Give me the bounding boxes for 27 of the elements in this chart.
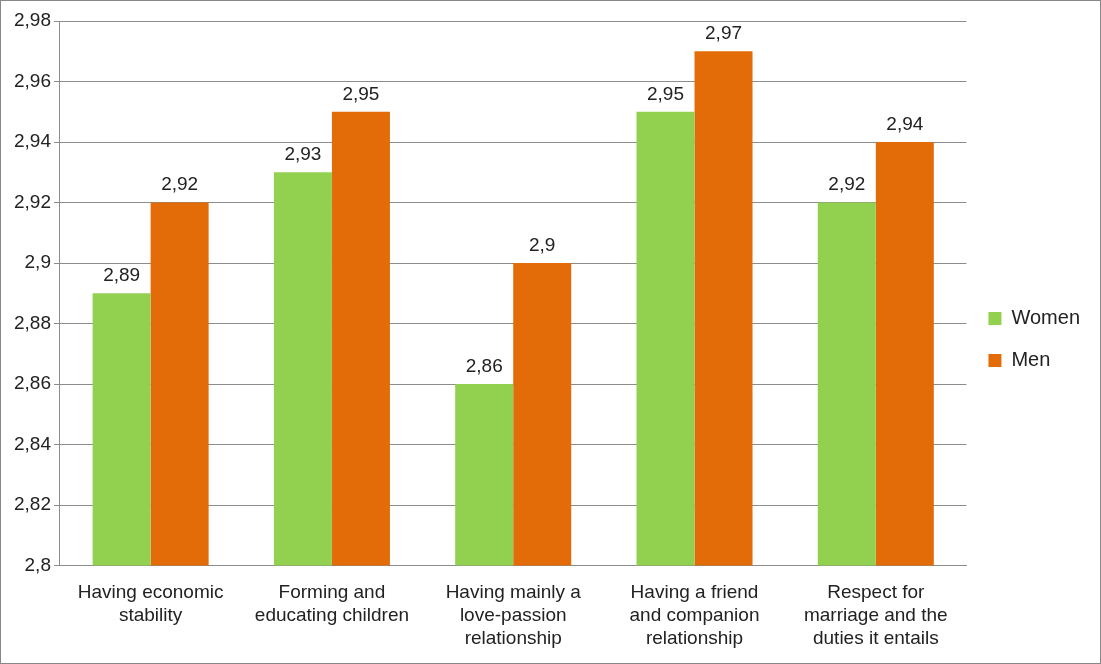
data-label: 2,97: [705, 21, 743, 43]
y-tick-label: 2,96: [14, 69, 51, 91]
legend-label: Women: [1011, 306, 1080, 329]
y-tick-label: 2,88: [14, 311, 51, 333]
y-tick-label: 2,9: [24, 251, 51, 273]
data-label: 2,92: [161, 173, 199, 195]
y-tick-label: 2,92: [14, 190, 51, 212]
data-label: 2,86: [465, 354, 503, 376]
legend-label: Men: [1011, 348, 1051, 371]
data-label: 2,94: [886, 112, 924, 134]
x-tick-label: Having economic stability: [77, 581, 224, 626]
y-tick-label: 2,98: [14, 9, 51, 31]
x-tick-label: Forming and educating children: [254, 581, 410, 626]
x-tick-label: Respect for marriage and the duties it entails: [803, 581, 948, 648]
data-label: 2,92: [828, 173, 866, 195]
y-tick-label: 2,86: [14, 372, 51, 394]
data-label: 2,89: [103, 264, 141, 286]
x-tick-label: Having a friend and companion relationship: [629, 581, 760, 648]
y-tick-label: 2,8: [24, 553, 51, 575]
y-tick-label: 2,84: [14, 432, 52, 454]
data-label: 2,93: [284, 143, 322, 165]
y-tick-label: 2,94: [14, 130, 52, 152]
x-tick-label: Having mainly a love-passion relationship: [445, 581, 582, 648]
data-label: 2,95: [647, 82, 684, 104]
data-label: 2,95: [342, 82, 380, 104]
data-label: 2,9: [529, 233, 556, 255]
y-tick-label: 2,82: [14, 493, 51, 515]
